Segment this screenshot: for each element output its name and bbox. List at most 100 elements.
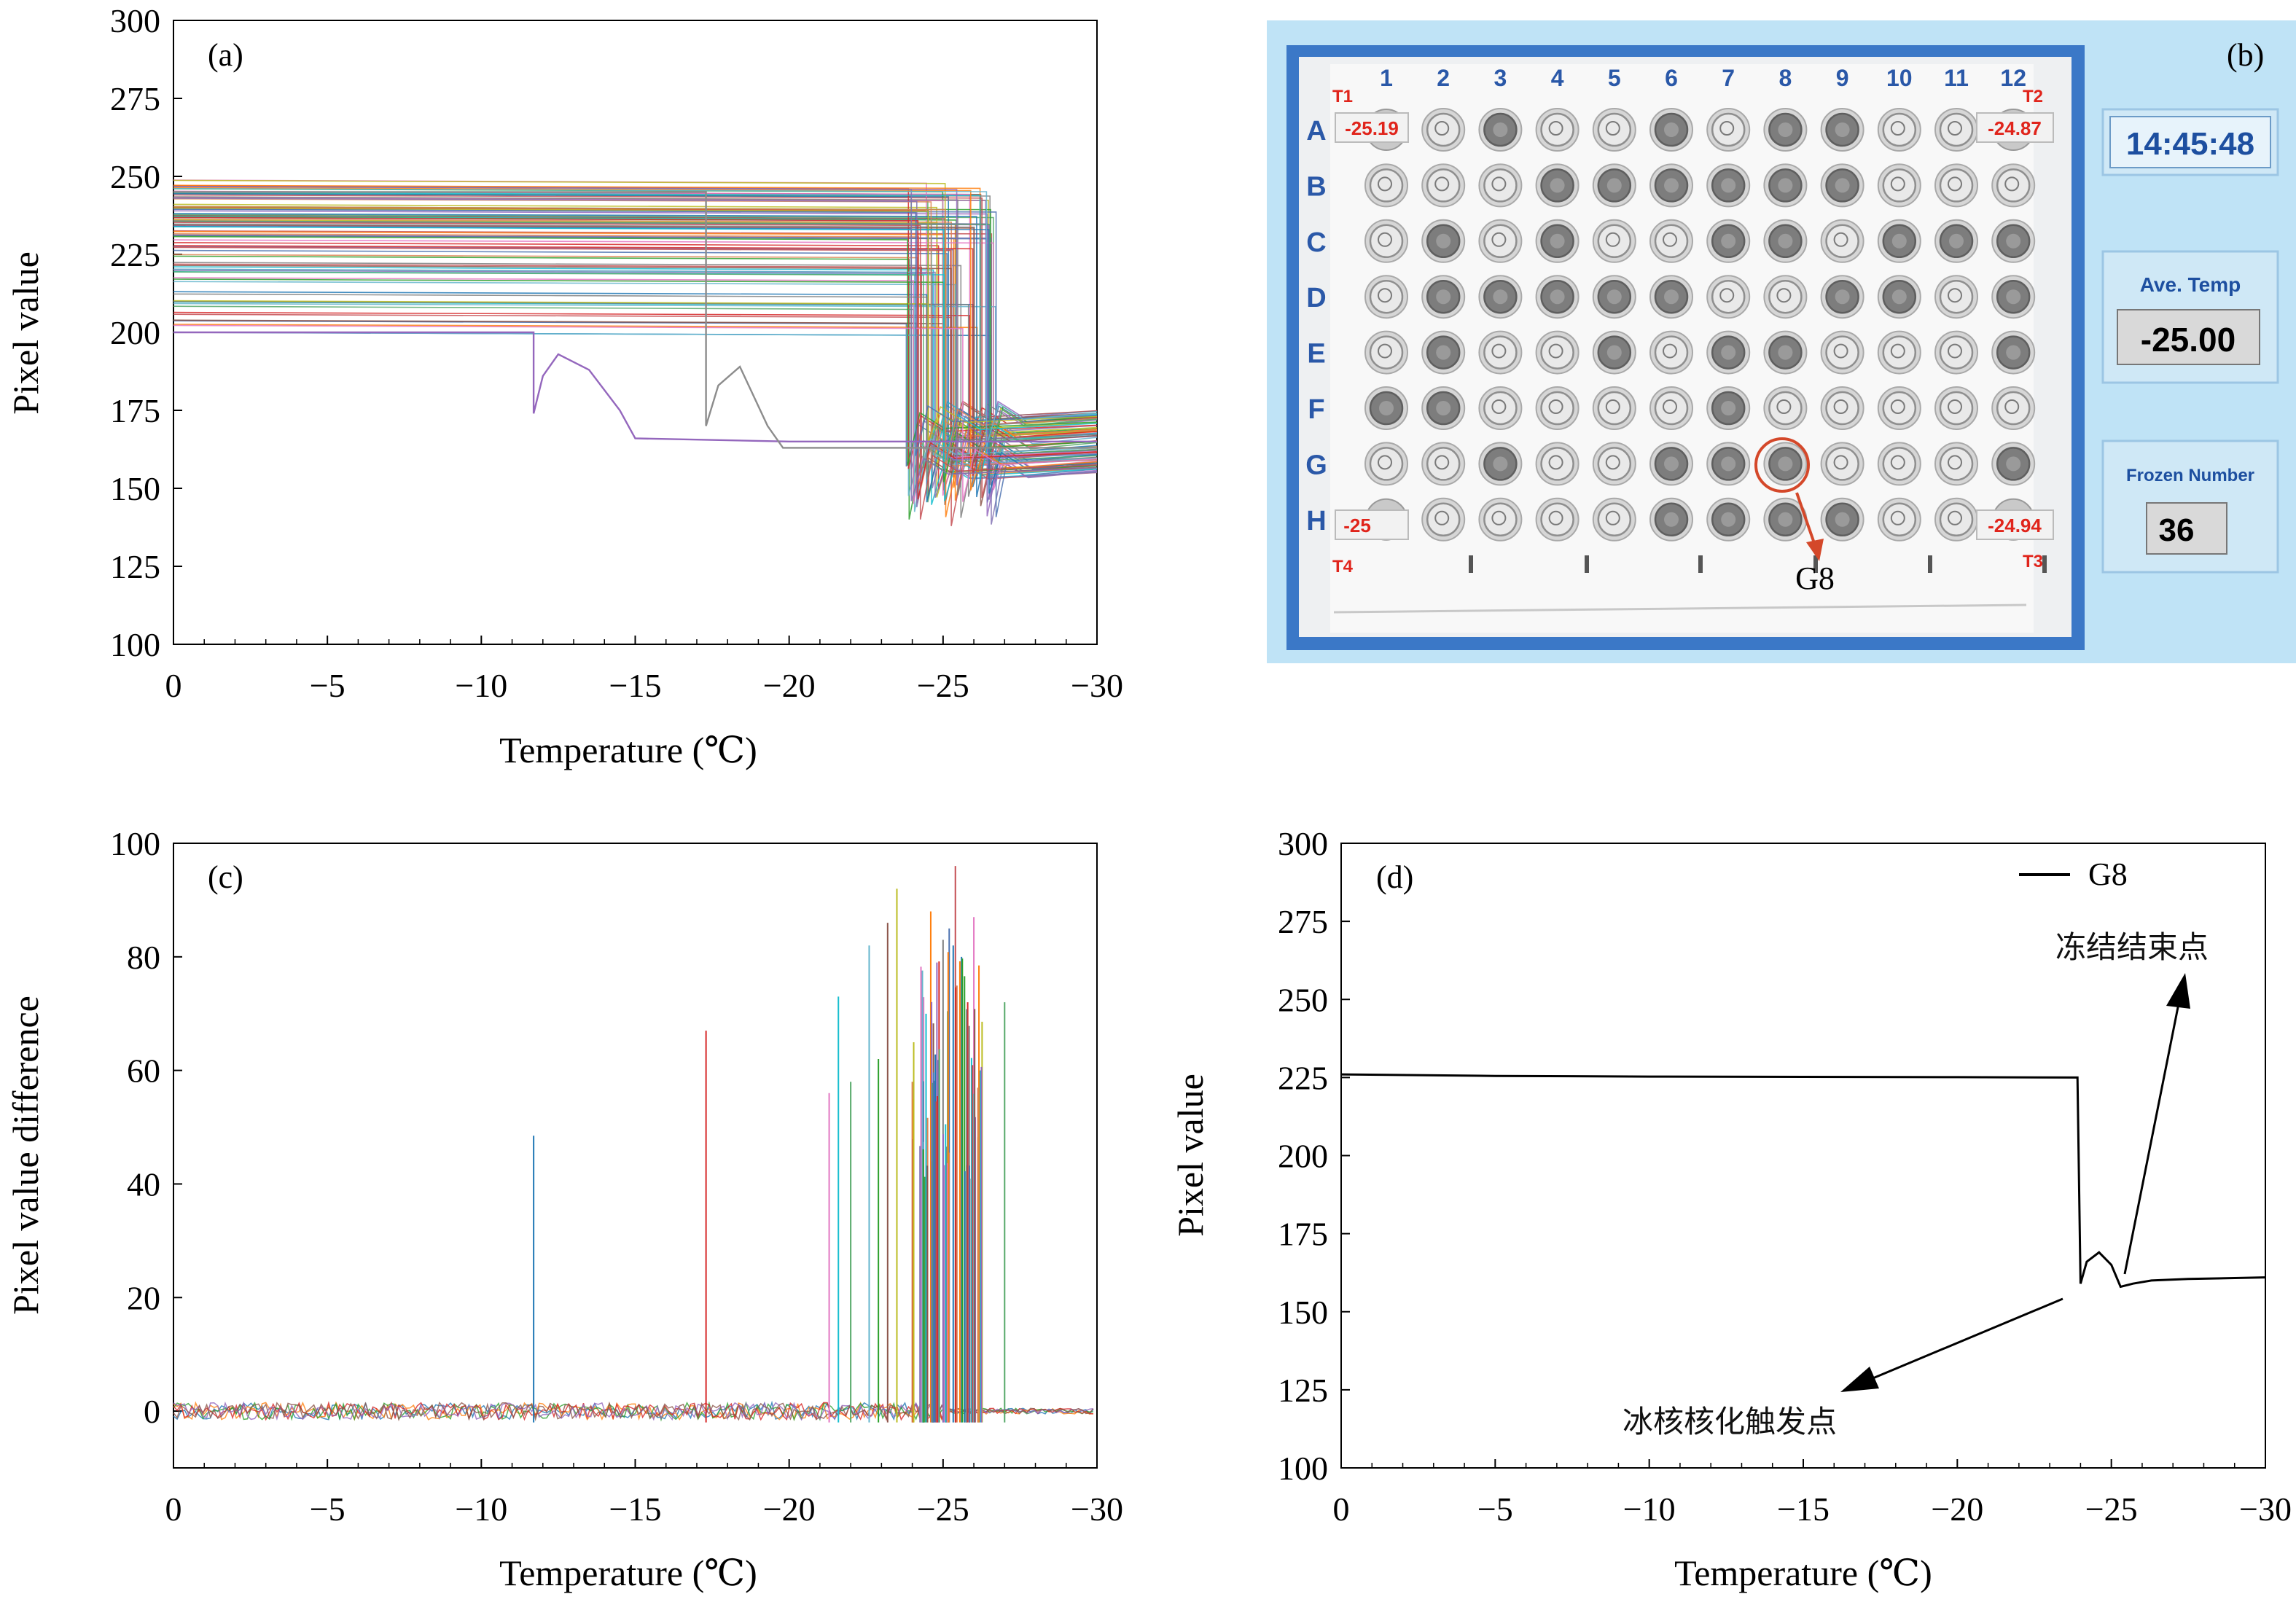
panel-d-x-axis-label: Temperature (℃) — [1674, 1552, 1932, 1593]
plate-well-content — [1483, 224, 1518, 259]
plate-well-meniscus — [1948, 121, 1962, 136]
plate-well-ice — [1835, 122, 1850, 137]
plate-well-content — [1483, 391, 1518, 426]
plate-well-content — [1768, 391, 1803, 426]
plate-column-headers: 1 2 3 4 5 6 7 8 9 10 11 12 — [1380, 65, 2026, 91]
plate-well-content — [1996, 391, 2031, 426]
plate-well-ice — [1436, 233, 1451, 249]
panel-a-series-line — [173, 214, 1098, 474]
panel-a-highlight-line — [173, 331, 1097, 442]
panel-a-x-tick-label: 0 — [165, 667, 182, 704]
panel-a-y-tick-label: 250 — [110, 158, 160, 195]
panel-c-x-tick-label: −20 — [763, 1490, 816, 1528]
plate-well-meniscus — [1605, 455, 1620, 470]
plate-well-ice — [1778, 456, 1793, 472]
panel-d-y-tick-label: 200 — [1278, 1138, 1328, 1175]
panel-d-freeze-end-arrow-shaft — [2123, 999, 2181, 1275]
plate-well-meniscus — [1948, 176, 1962, 192]
plate-well-meniscus — [1833, 232, 1848, 247]
panel-d-x-tick-label: −20 — [1931, 1490, 1983, 1528]
panel-a-series-line — [173, 234, 1098, 525]
plate-well-content — [1369, 224, 1404, 259]
panel-a-series-line — [173, 208, 1098, 517]
panel-c-y-axis-label: Pixel value difference — [5, 996, 46, 1315]
panel-a-y-tick-label: 275 — [110, 80, 160, 117]
plate-well-ice — [1550, 178, 1565, 193]
plate-well-content — [1996, 168, 2031, 203]
panel-d-chart: 100 125 150 175 200 225 250 275 300 0 −5 −10 −15 −20… — [1170, 825, 2292, 1593]
plate-well-meniscus — [1548, 455, 1563, 470]
plate-row-header: H — [1306, 506, 1326, 536]
plate-well-meniscus — [1605, 232, 1620, 247]
plate-well-content — [1939, 391, 1974, 426]
plate-row-header: A — [1306, 116, 1326, 146]
plate-well-ice — [1778, 233, 1793, 249]
panel-a-x-tick-label: −25 — [917, 667, 969, 704]
panel-a-series-line — [173, 293, 1098, 479]
plate-well-meniscus — [1776, 399, 1792, 414]
panel-d-x-tick-label: −15 — [1777, 1490, 1830, 1528]
plate-well-content — [1825, 224, 1859, 259]
sensor-t4-box — [1335, 509, 1409, 540]
plate-well-meniscus — [1663, 343, 1677, 359]
panel-c-y-tick-label: 100 — [110, 825, 160, 862]
plate-well-ice — [1721, 345, 1736, 360]
panel-a-series-line — [173, 265, 1098, 469]
panel-b-label: (b) — [2227, 37, 2264, 73]
plate-well-ice — [2006, 345, 2021, 360]
plate-well-ice — [1436, 401, 1451, 415]
panel-d-nucleation-arrow-shaft — [1865, 1297, 2063, 1383]
panel-c-x-tick-label: −30 — [1071, 1490, 1123, 1528]
plate-well-content — [1597, 502, 1632, 537]
panel-c-x-axis-label: Temperature (℃) — [499, 1552, 757, 1593]
plate-column-header: 1 — [1380, 65, 1393, 91]
plate-well-content — [1654, 391, 1689, 426]
plate-well-content — [1369, 168, 1404, 203]
panel-a-series-group — [173, 179, 1098, 526]
g8-callout-label: G8 — [1795, 560, 1835, 596]
plate-well-ice — [1721, 233, 1736, 249]
plate-well-meniscus — [1948, 288, 1962, 303]
plate-well-meniscus — [1491, 510, 1507, 525]
panel-c-y-tick-label: 80 — [127, 939, 160, 976]
panel-a-series-line — [173, 320, 1098, 467]
plate-well-content — [1369, 335, 1404, 370]
plate-edge-line — [1333, 603, 2027, 614]
plate-well-content — [1369, 447, 1404, 481]
plate-well-ice — [1606, 289, 1622, 305]
panel-a-series-line — [173, 222, 1098, 520]
panel-a-series-line — [173, 187, 1098, 448]
panel-a-label: (a) — [208, 37, 243, 73]
plate-well-meniscus — [1605, 121, 1620, 136]
panel-a-series-line — [173, 206, 1098, 469]
panel-d-y-tick-label: 150 — [1278, 1294, 1328, 1331]
panel-d-annotation-nucleation: 冰核核化触发点 — [1623, 1404, 1837, 1439]
plate-well-ice — [1835, 289, 1850, 305]
panel-d-x-tick-label: −25 — [2085, 1490, 2138, 1528]
plate-well-ice — [1778, 178, 1793, 193]
plate-well-content — [1882, 112, 1917, 147]
sensor-t1-box — [1335, 112, 1409, 143]
plate-well-meniscus — [1434, 176, 1450, 192]
panel-d-freeze-end-arrow-head — [2166, 973, 2190, 1009]
plate-well-ice — [1835, 512, 1850, 527]
plate-column-header: 3 — [1494, 65, 1507, 91]
plate-well-content — [1540, 335, 1574, 370]
sensor-t2-box — [1976, 112, 2054, 143]
panel-d-y-tick-label: 275 — [1278, 903, 1328, 940]
frozen-number-label: Frozen Number — [2126, 466, 2254, 485]
plate-well-meniscus — [1833, 399, 1848, 414]
plate-well-content — [1426, 502, 1461, 537]
plate-well-content — [1483, 502, 1518, 537]
panel-a-series-line — [173, 194, 1098, 499]
plate-column-header: 6 — [1665, 65, 1678, 91]
plate-row-header: B — [1306, 171, 1326, 202]
panel-c-chart: 0 20 40 60 80 100 0 −5 −10 −15 −20 −25 −30 (c) Temp… — [5, 825, 1123, 1593]
panel-c-y-tick-label: 0 — [144, 1393, 160, 1430]
sensor-t3-label: T3 — [2023, 552, 2043, 571]
plate-well-meniscus — [1948, 399, 1962, 414]
plate-row-header: F — [1308, 394, 1324, 425]
plate-clip-mark — [1928, 555, 1932, 573]
